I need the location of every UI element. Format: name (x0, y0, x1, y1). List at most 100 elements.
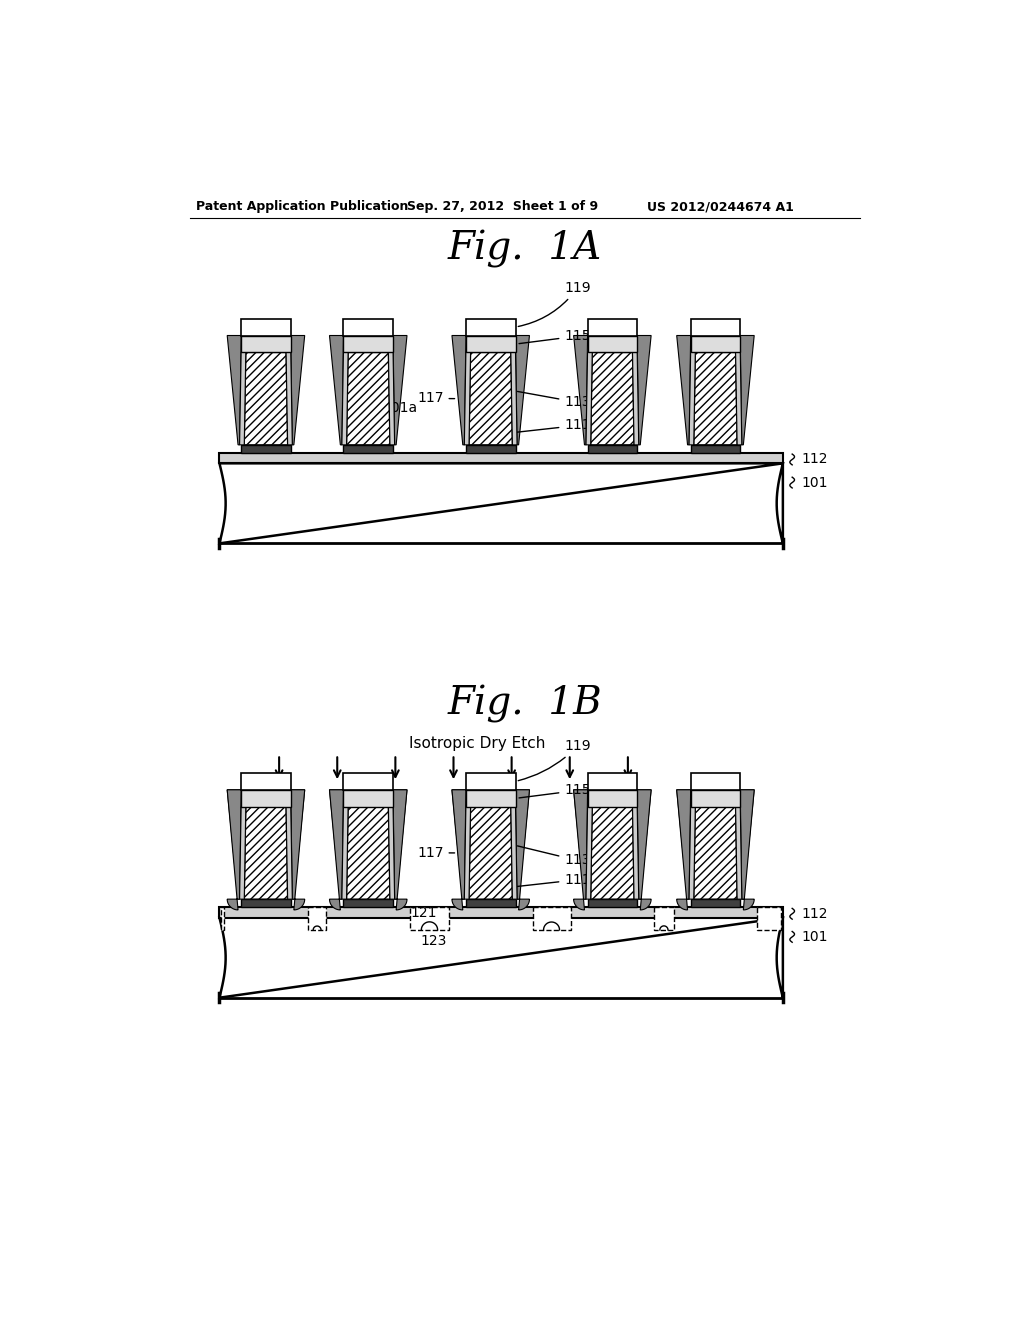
Text: Isotropic Dry Etch: Isotropic Dry Etch (409, 737, 545, 751)
Polygon shape (227, 789, 241, 899)
Bar (343, 445, 393, 453)
Polygon shape (469, 352, 512, 445)
Bar (466, 445, 515, 453)
Polygon shape (464, 352, 471, 445)
Polygon shape (346, 807, 390, 899)
Bar (343, 318, 393, 335)
Bar (466, 899, 515, 907)
Bar (221, 907, 224, 929)
Bar (690, 899, 740, 907)
Polygon shape (740, 789, 755, 899)
Bar (241, 335, 291, 352)
Polygon shape (388, 352, 394, 445)
Polygon shape (286, 352, 292, 445)
Bar (343, 335, 393, 352)
Polygon shape (591, 352, 634, 445)
Text: 113: 113 (517, 392, 591, 409)
Text: 111: 111 (510, 873, 591, 887)
Bar (410, 907, 449, 929)
Polygon shape (511, 352, 517, 445)
Polygon shape (330, 335, 343, 445)
Polygon shape (689, 352, 695, 445)
Polygon shape (515, 789, 529, 899)
Polygon shape (469, 807, 512, 899)
Bar (466, 789, 515, 807)
Polygon shape (342, 352, 348, 445)
Polygon shape (573, 789, 588, 899)
Polygon shape (586, 352, 592, 445)
Text: US 2012/0244674 A1: US 2012/0244674 A1 (647, 201, 795, 214)
Bar (532, 907, 570, 929)
Polygon shape (689, 807, 695, 899)
Bar (690, 774, 740, 789)
Polygon shape (342, 807, 348, 899)
Text: 123: 123 (420, 935, 446, 949)
Text: 112: 112 (802, 907, 828, 921)
Text: 112: 112 (802, 453, 828, 466)
Bar (690, 445, 740, 453)
Polygon shape (452, 789, 466, 899)
Polygon shape (637, 789, 651, 899)
Polygon shape (393, 335, 407, 445)
Polygon shape (245, 807, 288, 899)
Polygon shape (240, 352, 246, 445)
Text: 113: 113 (517, 846, 591, 867)
Polygon shape (393, 789, 407, 909)
Polygon shape (227, 789, 241, 909)
Polygon shape (735, 352, 741, 445)
Bar (690, 789, 740, 807)
Polygon shape (511, 807, 517, 899)
Bar (588, 789, 637, 807)
Polygon shape (693, 352, 737, 445)
Text: 115: 115 (519, 329, 591, 343)
Polygon shape (677, 335, 690, 445)
Polygon shape (219, 917, 783, 998)
Bar (588, 899, 637, 907)
Polygon shape (393, 789, 407, 899)
Polygon shape (633, 807, 639, 899)
Bar (219, 453, 783, 463)
Polygon shape (388, 807, 394, 899)
Polygon shape (515, 789, 529, 909)
Polygon shape (740, 335, 755, 445)
Bar (588, 774, 637, 789)
Polygon shape (515, 335, 529, 445)
Polygon shape (452, 789, 466, 909)
Bar (690, 335, 740, 352)
Polygon shape (240, 807, 246, 899)
Text: Fig.  1A: Fig. 1A (447, 230, 602, 268)
Bar (758, 907, 781, 929)
Bar (219, 907, 783, 917)
Text: 117: 117 (417, 846, 455, 859)
Polygon shape (586, 807, 592, 899)
Polygon shape (219, 463, 783, 544)
Bar (466, 318, 515, 335)
Bar (588, 318, 637, 335)
Bar (241, 774, 291, 789)
Text: 101a: 101a (382, 401, 418, 414)
Bar (343, 899, 393, 907)
Polygon shape (245, 352, 288, 445)
Polygon shape (346, 352, 390, 445)
Bar (466, 335, 515, 352)
Polygon shape (735, 807, 741, 899)
Polygon shape (677, 789, 690, 899)
Polygon shape (464, 807, 471, 899)
Bar (654, 907, 674, 929)
Polygon shape (227, 335, 241, 445)
Text: Fig.  1B: Fig. 1B (447, 685, 602, 722)
Polygon shape (291, 789, 305, 909)
Bar (241, 318, 291, 335)
Polygon shape (286, 807, 292, 899)
Bar (343, 789, 393, 807)
Polygon shape (452, 335, 466, 445)
Text: Patent Application Publication: Patent Application Publication (197, 201, 409, 214)
Bar (588, 335, 637, 352)
Text: 121: 121 (410, 906, 436, 920)
Text: 101: 101 (802, 475, 828, 490)
Bar (690, 318, 740, 335)
Polygon shape (637, 335, 651, 445)
Bar (588, 445, 637, 453)
Text: 117: 117 (417, 392, 455, 405)
Polygon shape (633, 352, 639, 445)
